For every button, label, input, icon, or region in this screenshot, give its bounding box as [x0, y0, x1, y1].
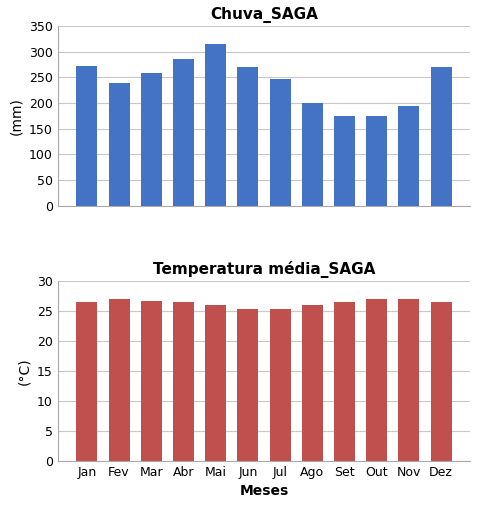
Bar: [270, 309, 290, 461]
Bar: [334, 302, 355, 461]
Title: Chuva_SAGA: Chuva_SAGA: [210, 7, 318, 23]
Bar: [431, 67, 452, 206]
Y-axis label: (°C): (°C): [17, 357, 31, 385]
Bar: [173, 59, 194, 206]
Bar: [141, 73, 162, 206]
Title: Temperatura média_SAGA: Temperatura média_SAGA: [153, 261, 375, 278]
Bar: [141, 301, 162, 461]
Bar: [76, 302, 97, 461]
Bar: [366, 299, 387, 461]
Bar: [108, 83, 130, 206]
Bar: [334, 116, 355, 206]
Bar: [76, 66, 97, 206]
Bar: [205, 305, 226, 461]
Bar: [238, 309, 258, 461]
Bar: [205, 44, 226, 206]
Bar: [398, 106, 420, 206]
Bar: [302, 103, 323, 206]
X-axis label: Meses: Meses: [240, 484, 288, 498]
Y-axis label: (mm): (mm): [9, 97, 24, 135]
Bar: [173, 302, 194, 461]
Bar: [108, 299, 130, 461]
Bar: [270, 79, 290, 206]
Bar: [238, 67, 258, 206]
Bar: [398, 299, 420, 461]
Bar: [431, 302, 452, 461]
Bar: [366, 116, 387, 206]
Bar: [302, 305, 323, 461]
